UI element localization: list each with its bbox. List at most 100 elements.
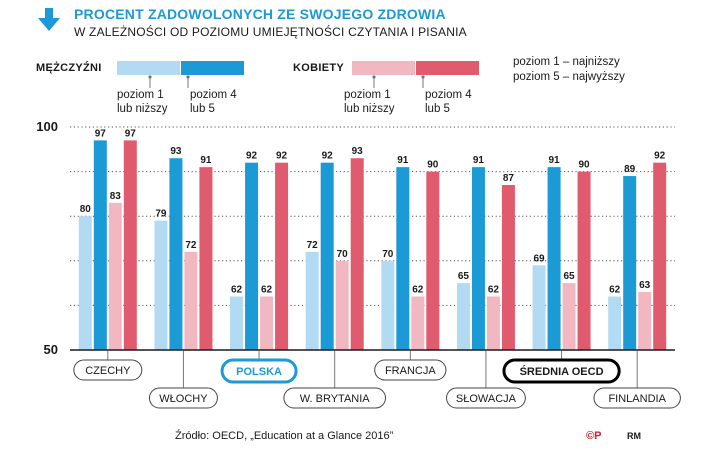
data-label: 87: [503, 173, 515, 184]
category-label: FINLANDIA: [608, 393, 666, 405]
data-label: 62: [609, 284, 621, 295]
down-arrow-icon: [38, 8, 60, 31]
bar: [184, 251, 198, 350]
legend-men-high-swatch: [181, 61, 244, 75]
data-label: 90: [427, 160, 439, 171]
data-label: 91: [397, 155, 409, 166]
data-label: 65: [458, 271, 470, 282]
legend-women-low-line2: lub niższy: [344, 103, 395, 115]
bar: [426, 171, 440, 350]
data-label: 93: [352, 146, 364, 157]
bar: [532, 265, 546, 350]
bar: [653, 162, 667, 350]
y-tick-label: 100: [36, 119, 58, 134]
category-label: SŁOWACJA: [456, 393, 517, 405]
legend-men-low-swatch: [117, 61, 180, 75]
legend-men-high-line1: poziom 4: [190, 89, 237, 101]
bar: [577, 171, 591, 350]
data-label: 93: [170, 146, 182, 157]
legend-women-high-text: poziom 4 lub 5: [425, 88, 472, 116]
y-tick-label: 50: [44, 342, 58, 357]
data-label: 65: [564, 271, 576, 282]
legend-women-low-line1: poziom 1: [344, 89, 391, 101]
legend-men-low-pointer: [148, 75, 152, 88]
legend-women-high-line2: lub 5: [425, 103, 450, 115]
copyright-mark: ©P: [586, 430, 602, 442]
chart-title: PROCENT ZADOWOLONYCH ZE SWOJEGO ZDROWIA: [74, 6, 446, 22]
bar: [562, 283, 576, 350]
bar: [305, 251, 319, 350]
bar: [623, 176, 637, 350]
bar: [154, 220, 168, 350]
bar: [78, 216, 92, 350]
bar: [396, 167, 410, 350]
category-label-box: [73, 359, 143, 381]
category-label-box: [148, 387, 218, 409]
legend-men-low-line2: lub niższy: [117, 103, 168, 115]
data-label: 62: [412, 284, 424, 295]
legend-women-high-swatch: [416, 61, 479, 75]
legend-men-high-pointer: [186, 75, 190, 88]
bar: [93, 140, 107, 350]
bar: [411, 296, 425, 350]
bar: [486, 296, 500, 350]
author-initials: RM: [627, 431, 641, 441]
scale-note: poziom 1 – najniższy poziom 5 – najwyższ…: [513, 55, 625, 85]
data-label: 80: [80, 204, 92, 215]
legend-women-high-pointer: [421, 75, 425, 88]
bar: [245, 162, 259, 350]
data-label: 79: [155, 209, 167, 220]
scale-note-line1: poziom 1 – najniższy: [513, 56, 620, 68]
bar: [456, 283, 470, 350]
source-note: Źródło: OECD, „Education at a Glance 201…: [175, 430, 394, 442]
data-label: 62: [231, 284, 243, 295]
category-label-box: [374, 359, 447, 381]
category-label-box: [593, 387, 681, 409]
bar: [608, 296, 622, 350]
legend-men-high-line2: lub 5: [190, 103, 215, 115]
category-label-box: [446, 387, 526, 409]
data-label: 97: [125, 128, 137, 139]
data-label: 92: [246, 151, 258, 162]
data-label: 90: [579, 160, 591, 171]
bar: [381, 260, 395, 350]
data-label: 91: [473, 155, 485, 166]
data-label: 83: [110, 191, 122, 202]
legend-women-low-pointer: [372, 75, 376, 88]
legend-women-low-text: poziom 1 lub niższy: [344, 88, 395, 116]
bar: [501, 184, 515, 350]
category-label: POLSKA: [236, 366, 282, 378]
category-label: FRANCJA: [385, 365, 436, 377]
legend-women-label: KOBIETY: [293, 62, 344, 74]
data-label: 97: [95, 128, 107, 139]
bar: [199, 167, 213, 350]
bar: [335, 260, 349, 350]
legend-women-high-line1: poziom 4: [425, 89, 472, 101]
data-label: 63: [639, 280, 651, 291]
bar: [108, 202, 122, 350]
bar: [547, 167, 561, 350]
legend-men-label: MĘŻCZYŹNI: [36, 62, 102, 74]
category-label-box: [283, 387, 386, 409]
data-label: 69: [534, 253, 546, 264]
data-label: 92: [654, 151, 666, 162]
legend-men-low-line1: poziom 1: [117, 89, 164, 101]
data-label: 62: [488, 284, 500, 295]
chart-subtitle: W ZALEŻNOŚCI OD POZIOMU UMIEJĘTNOŚCI CZY…: [74, 25, 467, 39]
legend-men-low-text: poziom 1 lub niższy: [117, 88, 168, 116]
bar: [260, 296, 274, 350]
legend-men-high-text: poziom 4 lub 5: [190, 88, 237, 116]
data-label: 72: [185, 240, 197, 251]
data-label: 91: [549, 155, 561, 166]
bar: [169, 158, 183, 350]
data-label: 92: [322, 151, 334, 162]
data-label: 91: [200, 155, 212, 166]
bar: [123, 140, 137, 350]
category-label: CZECHY: [85, 365, 131, 377]
bar: [638, 292, 652, 350]
data-label: 92: [276, 151, 288, 162]
category-label: W. BRYTANIA: [300, 393, 371, 405]
bar: [320, 162, 334, 350]
data-label: 70: [337, 249, 349, 260]
